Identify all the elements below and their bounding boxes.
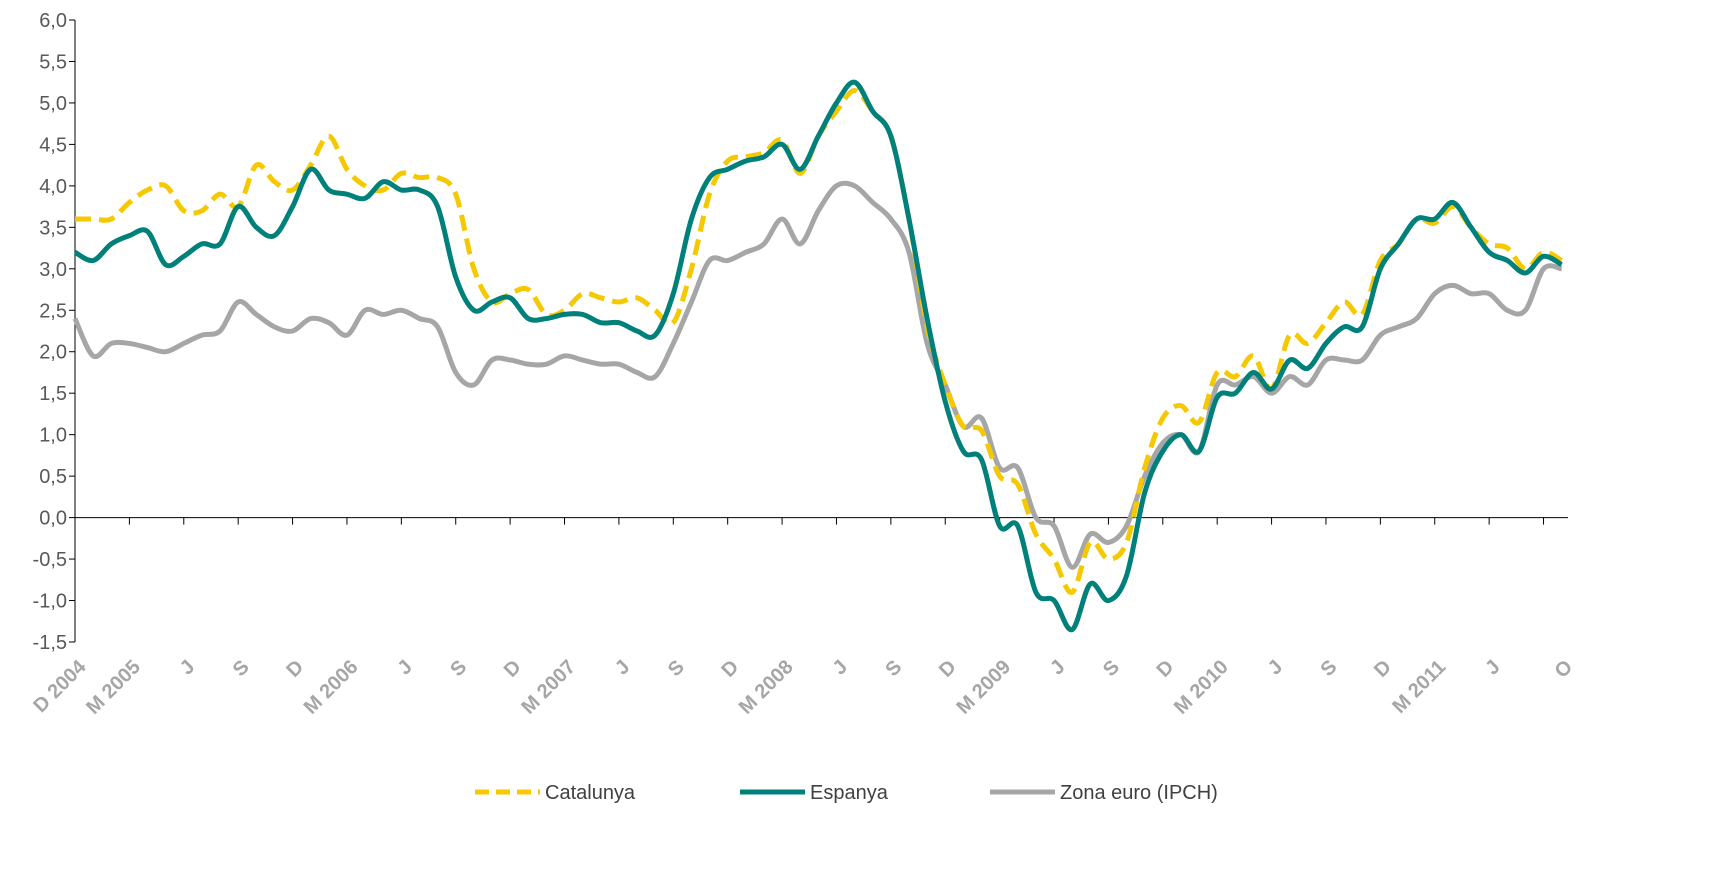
- x-tick-label: M 2010: [1170, 656, 1233, 719]
- x-tick-label: M 2011: [1388, 656, 1450, 718]
- x-tick-label: D: [1370, 656, 1396, 682]
- x-tick-label: M 2009: [952, 656, 1015, 719]
- y-tick-label: 2,0: [39, 342, 67, 364]
- x-tick-label: D: [935, 656, 961, 682]
- x-tick-label: S: [664, 656, 689, 681]
- x-tick-label: M 2008: [735, 656, 798, 719]
- x-tick-label: J: [829, 656, 852, 679]
- y-tick-label: 4,5: [39, 134, 67, 156]
- x-tick-label: S: [446, 656, 471, 681]
- y-tick-label: 0,5: [39, 466, 67, 488]
- x-tick-label: M 2006: [300, 656, 363, 719]
- x-tick-label: S: [881, 656, 906, 681]
- line: [73, 79, 1563, 633]
- x-tick-label: J: [1046, 656, 1069, 679]
- x-tick-label: D 2004: [29, 655, 91, 717]
- x-tick-label: O: [1551, 656, 1578, 683]
- y-tick-label: 3,5: [39, 217, 67, 239]
- y-tick-label: 2,5: [39, 300, 67, 322]
- x-tick-label: D: [500, 656, 526, 682]
- y-tick-label: -0,5: [33, 549, 67, 571]
- x-tick-label: J: [1481, 656, 1504, 679]
- line: [72, 180, 1563, 570]
- x-tick-label: S: [1317, 656, 1342, 681]
- x-tick-label: J: [176, 656, 199, 679]
- y-tick-label: 1,0: [39, 425, 67, 447]
- legend-label: Catalunya: [545, 782, 636, 804]
- x-tick-label: D: [717, 656, 743, 682]
- x-tick-label: D: [282, 656, 308, 682]
- x-tick-label: S: [1099, 656, 1124, 681]
- legend-label: Espanya: [810, 782, 889, 804]
- y-tick-label: 6,0: [39, 10, 67, 32]
- x-tick-label: M 2007: [517, 656, 580, 719]
- y-tick-label: 5,5: [39, 51, 67, 73]
- x-tick-label: D: [1153, 656, 1179, 682]
- y-tick-label: -1,0: [33, 591, 67, 613]
- y-tick-label: 3,0: [39, 259, 67, 281]
- legend-label: Zona euro (IPCH): [1060, 782, 1218, 804]
- y-tick-label: 0,0: [39, 508, 67, 530]
- y-tick-label: 5,0: [39, 93, 67, 115]
- x-tick-label: S: [229, 656, 254, 681]
- y-tick-label: 1,5: [39, 383, 67, 405]
- x-tick-label: M 2005: [82, 656, 145, 719]
- x-tick-label: J: [611, 656, 634, 679]
- y-tick-label: 4,0: [39, 176, 67, 198]
- x-tick-label: J: [393, 656, 416, 679]
- y-tick-label: -1,5: [33, 632, 67, 654]
- x-tick-label: J: [1264, 656, 1287, 679]
